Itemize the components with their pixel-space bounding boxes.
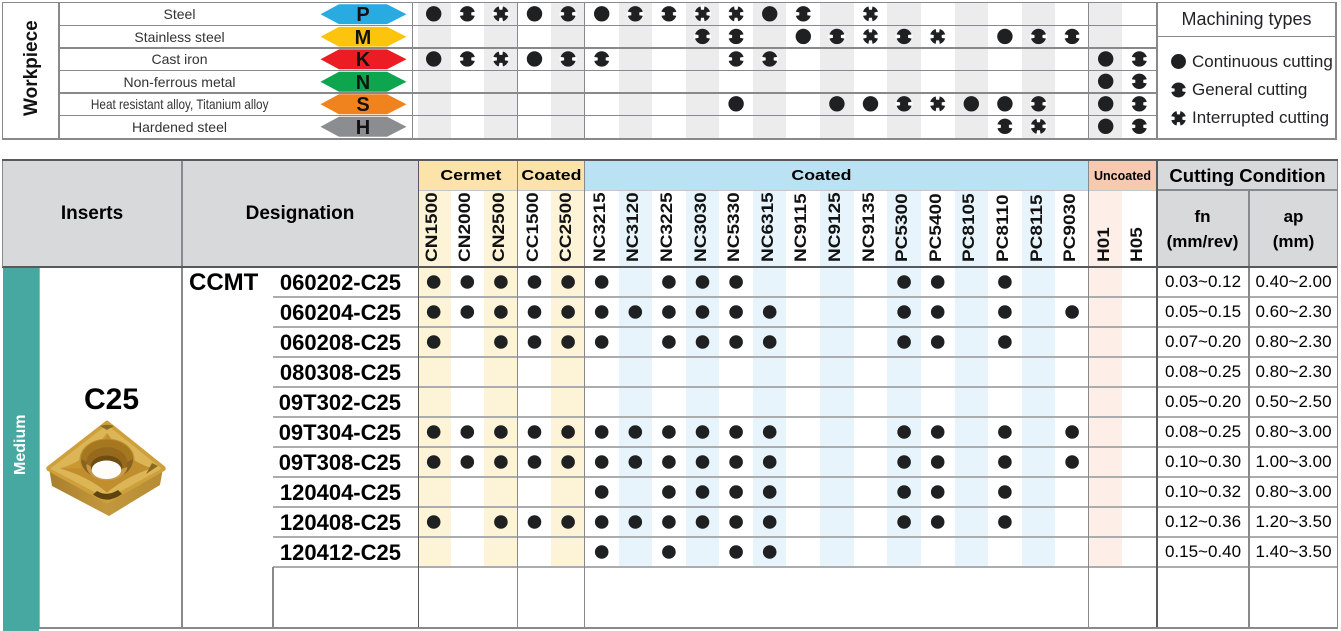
- svg-text:H: H: [356, 117, 370, 139]
- svg-text:M: M: [355, 27, 372, 49]
- svg-text:N: N: [356, 72, 370, 94]
- svg-text:P: P: [356, 4, 369, 26]
- svg-text:S: S: [356, 94, 369, 116]
- svg-text:K: K: [356, 49, 371, 71]
